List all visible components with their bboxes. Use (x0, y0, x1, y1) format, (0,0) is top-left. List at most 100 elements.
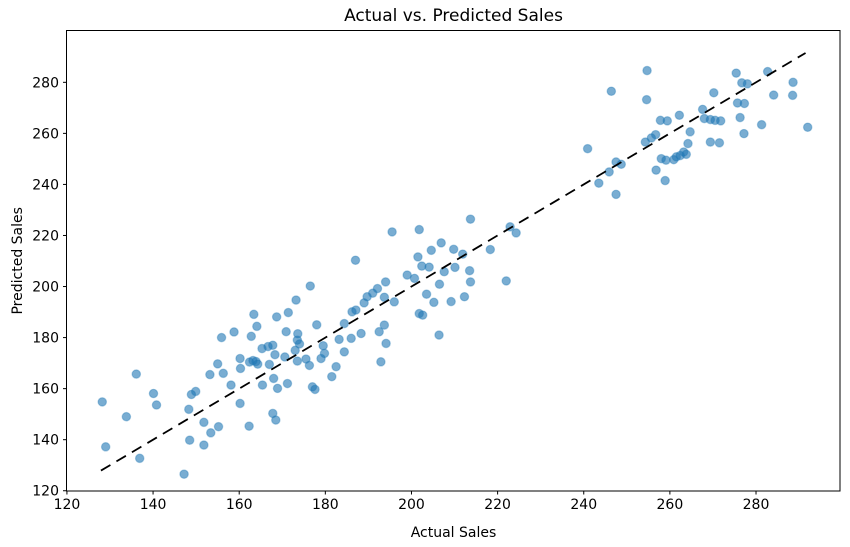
x-tick-label: 280 (743, 497, 770, 513)
scatter-point (339, 318, 350, 329)
scatter-point (212, 359, 223, 369)
scatter-point (709, 87, 719, 98)
scatter-point (216, 332, 227, 343)
scatter-point (511, 228, 521, 238)
y-tick-label: 260 (32, 126, 59, 142)
scatter-point (381, 338, 391, 349)
scatter-point (674, 110, 685, 121)
scatter-point (429, 297, 439, 308)
scatter-point (731, 68, 742, 78)
scatter-point (640, 137, 651, 147)
scatter-point (448, 244, 459, 255)
scatter-point (199, 440, 209, 450)
scatter-point (270, 349, 280, 360)
scatter-point (213, 421, 224, 432)
scatter-point (304, 360, 315, 371)
scatter-point (414, 224, 425, 235)
plot-spines (66, 30, 841, 492)
scatter-point (334, 334, 344, 345)
scatter-point (205, 427, 216, 438)
scatter-point (350, 255, 361, 266)
scatter-point (339, 347, 350, 357)
scatter-point (685, 127, 695, 137)
scatter-point (326, 371, 337, 382)
y-axis-ticks: 120 140 160 180 200 220 240 260 280 (32, 75, 67, 500)
scatter-point (675, 150, 686, 161)
x-tick-label: 240 (570, 497, 597, 513)
scatter-point (436, 238, 446, 248)
scatter-point (485, 244, 496, 255)
y-tick-label: 180 (32, 331, 59, 347)
y-tick-label: 200 (32, 280, 59, 296)
y-axis-label: Predicted Sales (10, 207, 26, 314)
scatter-point (582, 143, 593, 154)
scatter-point (611, 189, 621, 200)
scatter-point (356, 328, 366, 339)
scatter-point (459, 291, 470, 302)
identity-line-y-equals-x (100, 52, 807, 472)
scatter-point (413, 252, 423, 262)
scatter-point (292, 328, 303, 339)
scatter-point (465, 214, 476, 224)
x-tick-label: 220 (484, 497, 511, 513)
scatter-point (402, 270, 412, 280)
scatter-point (756, 119, 767, 130)
scatter-point (291, 295, 301, 305)
scatter-point (131, 369, 142, 379)
scatter-point (184, 435, 195, 446)
scatter-point (683, 138, 693, 149)
scatter-point (421, 289, 432, 299)
scatter-point (280, 352, 290, 362)
scatter-point (290, 345, 300, 356)
scatter-point (651, 165, 661, 175)
scatter-point (229, 327, 239, 337)
x-tick-label: 260 (657, 497, 684, 513)
scatter-point (271, 312, 282, 322)
scatter-point (594, 178, 604, 188)
scatter-point (426, 245, 437, 256)
chart-title: Actual vs. Predicted Sales (344, 6, 563, 26)
scatter-point (409, 273, 420, 284)
scatter-point (268, 373, 279, 384)
scatter-point (380, 277, 391, 287)
scatter-point (367, 288, 378, 298)
scatter-point (121, 411, 132, 422)
scatter-point (235, 398, 245, 409)
scatter-point (97, 397, 108, 407)
scatter-point (292, 356, 303, 366)
scatter-series (97, 65, 813, 479)
scatter-point (246, 331, 257, 342)
scatter-point (739, 98, 750, 109)
x-tick-label: 160 (226, 497, 253, 513)
scatter-point (100, 442, 111, 452)
x-tick-label: 120 (54, 497, 81, 513)
scatter-point (311, 320, 322, 330)
y-tick-label: 140 (32, 433, 59, 449)
scatter-point (446, 296, 456, 307)
scatter-point (235, 353, 245, 364)
scatter-point (788, 77, 798, 88)
scatter-point (641, 94, 652, 105)
scatter-point (715, 116, 726, 126)
x-tick-label: 180 (312, 497, 339, 513)
scatter-point (376, 357, 386, 367)
scatter-point (417, 310, 428, 320)
scatter-point (281, 326, 291, 337)
scatter-point (249, 309, 259, 320)
scatter-point (642, 65, 652, 76)
scatter-point (606, 86, 617, 97)
scatter-point (646, 133, 657, 143)
scatter-point (148, 388, 159, 399)
scatter-point (661, 155, 671, 165)
scatter-point (389, 297, 400, 307)
scatter-point (768, 90, 779, 100)
scatter-point (379, 292, 390, 303)
scatter-point (787, 90, 798, 101)
scatter-point (457, 249, 468, 259)
scatter-point (264, 359, 275, 370)
scatter-point (271, 415, 281, 425)
scatter-point (346, 333, 356, 344)
scatter-point (179, 469, 189, 479)
